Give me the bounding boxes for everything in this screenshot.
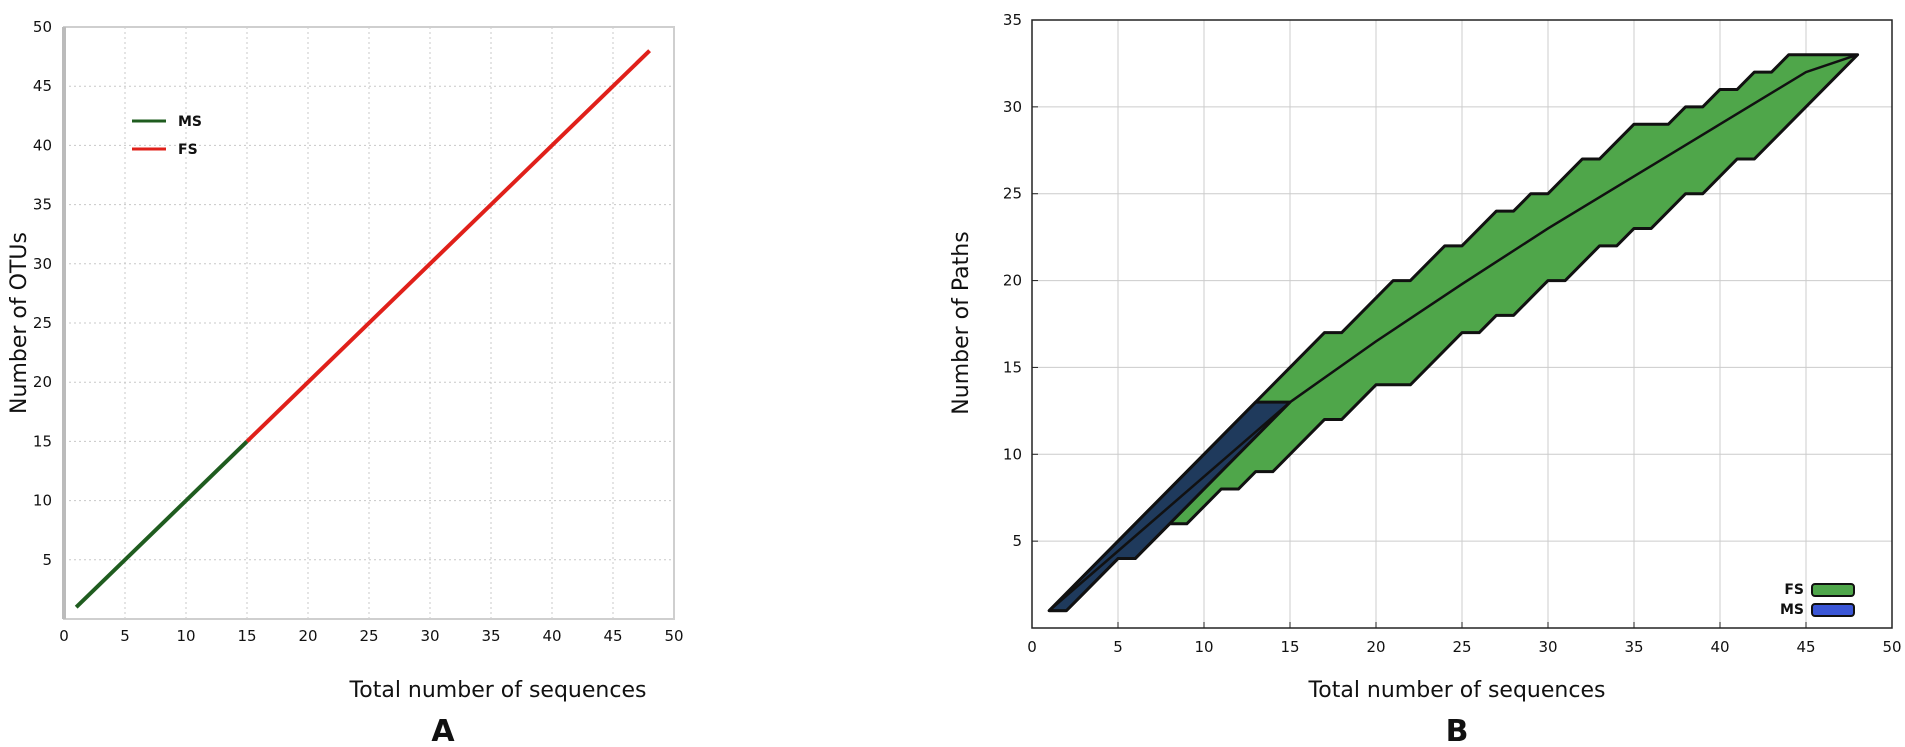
x-tick-label-b: 25 bbox=[1452, 638, 1471, 656]
x-tick-label-a: 50 bbox=[664, 627, 683, 645]
y-tick-label-a: 25 bbox=[33, 314, 52, 332]
y-tick-label-a: 10 bbox=[33, 492, 52, 510]
x-tick-label-a: 15 bbox=[237, 627, 256, 645]
y-tick-label-a: 20 bbox=[33, 373, 52, 391]
panel-label-b: B bbox=[1446, 714, 1469, 747]
series-a bbox=[74, 49, 651, 609]
y-tick-label-b: 10 bbox=[1003, 445, 1022, 463]
legend-a-ms-label: MS bbox=[178, 114, 202, 130]
mean-line-ms bbox=[1048, 401, 1291, 612]
x-tick-label-a: 20 bbox=[298, 627, 317, 645]
legend-b-ms-label: MS bbox=[1780, 602, 1804, 618]
x-tick-label-a: 40 bbox=[542, 627, 561, 645]
y-ticks-b: 5 10 15 20 25 30 35 bbox=[1003, 11, 1038, 550]
y-tick-label-a: 5 bbox=[42, 551, 52, 569]
y-axis-label-a: Number of OTUs bbox=[7, 232, 32, 414]
y-tick-label-a: 50 bbox=[33, 18, 52, 36]
panel-label-a: A bbox=[431, 714, 455, 747]
x-axis-label-b: Total number of sequences bbox=[1308, 678, 1606, 703]
x-tick-label-b: 30 bbox=[1538, 638, 1557, 656]
legend-a-fs-label: FS bbox=[178, 142, 198, 158]
y-axis-label-b: Number of Paths bbox=[949, 231, 974, 414]
grid-b bbox=[1032, 20, 1892, 628]
x-ticks-a: 0 5 10 15 20 25 30 35 40 45 50 bbox=[59, 627, 683, 645]
x-tick-label-b: 35 bbox=[1624, 638, 1643, 656]
x-tick-label-b: 20 bbox=[1366, 638, 1385, 656]
y-tick-label-b: 30 bbox=[1003, 98, 1022, 116]
panel-a: 0 5 10 15 20 25 30 35 40 45 50 5 10 15 20 25 30 35 40 45 50… bbox=[7, 18, 684, 747]
x-tick-label-a: 30 bbox=[420, 627, 439, 645]
series-line-fs bbox=[245, 49, 651, 443]
y-tick-label-a: 40 bbox=[33, 136, 52, 154]
legend-b-fs-swatch bbox=[1811, 583, 1855, 597]
x-ticks-b: 0 5 10 15 20 25 30 35 40 45 50 bbox=[1027, 622, 1902, 656]
x-tick-label-a: 25 bbox=[359, 627, 378, 645]
x-tick-label-b: 0 bbox=[1027, 638, 1037, 656]
y-tick-label-a: 35 bbox=[33, 196, 52, 214]
y-tick-label-b: 35 bbox=[1003, 11, 1022, 29]
y-tick-label-a: 30 bbox=[33, 255, 52, 273]
legend-a: MS FS bbox=[132, 114, 202, 158]
y-tick-label-b: 15 bbox=[1003, 358, 1022, 376]
series-b bbox=[1047, 53, 1860, 613]
x-tick-label-b: 15 bbox=[1280, 638, 1299, 656]
x-tick-label-b: 45 bbox=[1796, 638, 1815, 656]
y-tick-label-a: 45 bbox=[33, 77, 52, 95]
x-tick-label-a: 0 bbox=[59, 627, 69, 645]
x-tick-label-a: 10 bbox=[176, 627, 195, 645]
y-tick-label-a: 15 bbox=[33, 432, 52, 450]
x-tick-label-b: 10 bbox=[1194, 638, 1213, 656]
y-tick-label-b: 25 bbox=[1003, 185, 1022, 203]
x-tick-label-a: 45 bbox=[603, 627, 622, 645]
panel-b: 0 5 10 15 20 25 30 35 40 45 50 5 10 15 20 25 30 35 FS MS… bbox=[949, 11, 1902, 747]
y-ticks-a: 5 10 15 20 25 30 35 40 45 50 bbox=[33, 18, 52, 569]
x-tick-label-b: 50 bbox=[1882, 638, 1901, 656]
x-tick-label-b: 40 bbox=[1710, 638, 1729, 656]
x-tick-label-a: 35 bbox=[481, 627, 500, 645]
legend-b-ms-swatch bbox=[1811, 603, 1855, 617]
y-tick-label-b: 20 bbox=[1003, 272, 1022, 290]
x-tick-label-a: 5 bbox=[120, 627, 130, 645]
x-tick-label-b: 5 bbox=[1113, 638, 1123, 656]
legend-b: FS MS bbox=[1780, 582, 1855, 618]
y-tick-label-b: 5 bbox=[1012, 532, 1022, 550]
x-axis-label-a: Total number of sequences bbox=[349, 678, 647, 703]
legend-b-fs-label: FS bbox=[1784, 582, 1804, 598]
series-line-ms bbox=[74, 439, 249, 609]
